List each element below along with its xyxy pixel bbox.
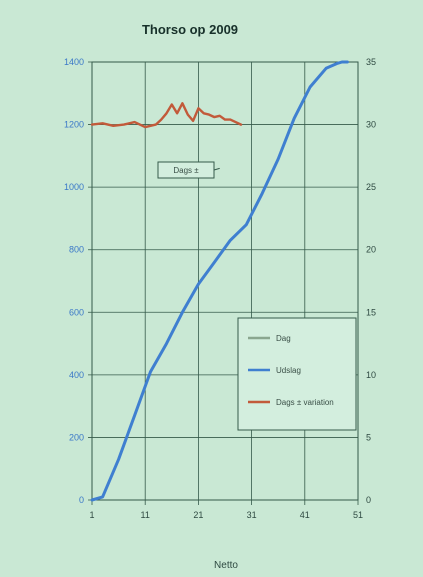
y-right-tick-label: 15 [366, 307, 376, 317]
y-left-tick-label: 600 [69, 307, 84, 317]
x-axis-title: Netto [214, 560, 238, 571]
y-right-tick-label: 5 [366, 432, 371, 442]
x-tick-label: 11 [141, 510, 150, 520]
legend-entry-label: Dag [276, 334, 291, 343]
legend: Dag Udslag Dags ± variation [237, 317, 357, 431]
y-right-tick-label: 30 [366, 120, 376, 130]
y-left-tick-label: 1000 [64, 182, 84, 192]
x-tick-label: 41 [300, 510, 310, 520]
y-right-tick-label: 20 [366, 245, 376, 255]
series-line-dags [90, 102, 243, 129]
y-right-tick-label: 25 [366, 182, 376, 192]
y-right-tick-label: 10 [366, 370, 376, 380]
y-left-tick-label: 1200 [64, 120, 84, 130]
series-lines [90, 60, 349, 502]
annotation-arrow [213, 167, 220, 171]
tick-labels: 0 200 400 600 800 1000 1200 1400 0 5 10 15 20 25 30 35 1… [64, 57, 376, 520]
x-tick-label: 1 [89, 510, 94, 520]
y-left-tick-label: 400 [69, 370, 84, 380]
y-left-tick-label: 800 [69, 245, 84, 255]
y-right-tick-label: 0 [366, 495, 371, 505]
legend-box [237, 317, 357, 431]
x-tick-label: 21 [193, 510, 203, 520]
x-tick-label: 31 [247, 510, 257, 520]
annotation: Dags ± [157, 161, 220, 179]
x-tick-label: 51 [353, 510, 363, 520]
legend-entry-label: Udslag [276, 366, 301, 375]
legend-entry-label: Dags ± variation [276, 398, 334, 407]
grid-lines [88, 61, 359, 505]
y-left-tick-label: 0 [79, 495, 84, 505]
chart-title: Thorso op 2009 [142, 22, 238, 37]
plot-frame [91, 61, 359, 501]
y-left-tick-label: 200 [69, 432, 84, 442]
y-left-tick-label: 1400 [64, 57, 84, 67]
y-right-tick-label: 35 [366, 57, 376, 67]
annotation-label: Dags ± [173, 166, 199, 175]
series-line-udslag [90, 60, 349, 502]
